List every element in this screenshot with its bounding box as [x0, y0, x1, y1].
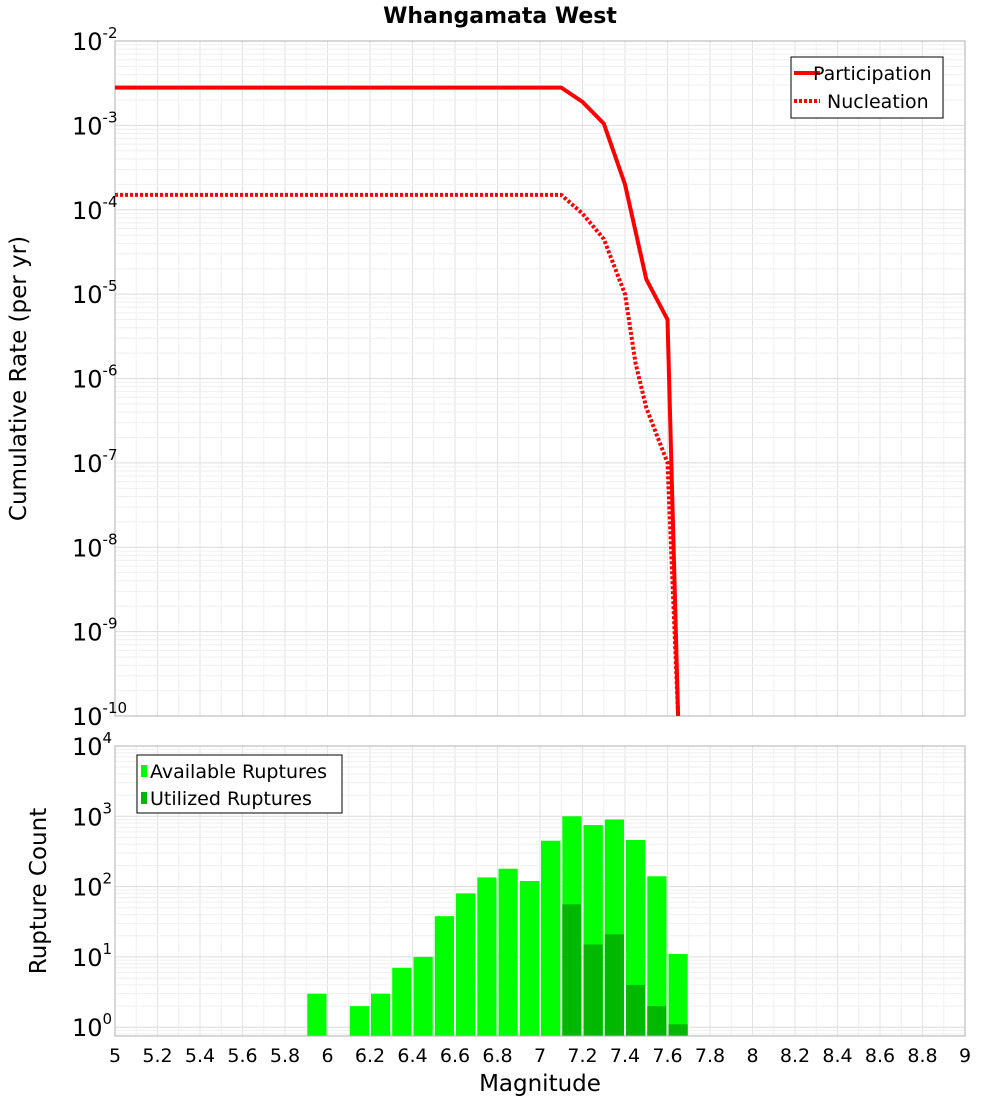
bar-utilized-ruptures: [604, 934, 624, 1036]
count-chart-y-tick-label: 102: [72, 870, 112, 902]
x-tick-label: 8.8: [907, 1045, 937, 1067]
x-tick-label: 5.4: [185, 1045, 215, 1067]
legend-swatch-available-ruptures: [141, 765, 147, 777]
x-tick-label: 6.8: [482, 1045, 512, 1067]
legend-label-nucleation: Nucleation: [827, 91, 929, 113]
count-chart-y-tick-label: 101: [72, 940, 112, 972]
legend-swatch-utilized-ruptures: [141, 792, 147, 804]
rate-chart-grid: [114, 40, 966, 717]
count-chart-y-tick-label: 100: [72, 1010, 112, 1042]
bar-utilized-ruptures: [668, 1024, 688, 1036]
bar-available-ruptures: [477, 877, 497, 1036]
legend-label-participation: Participation: [813, 63, 932, 85]
x-tick-label: 8.2: [780, 1045, 810, 1067]
rate-chart-y-tick-label: 10-2: [72, 24, 118, 56]
chart-title: Whangamata West: [383, 4, 617, 29]
rate-chart-y-tick-label: 10-10: [72, 699, 127, 731]
x-tick-label: 7.2: [567, 1045, 597, 1067]
bar-utilized-ruptures: [562, 904, 582, 1036]
x-tick-label: 5.2: [142, 1045, 172, 1067]
count-chart-y-tick-label: 104: [72, 729, 112, 761]
bar-available-ruptures: [647, 876, 667, 1036]
bar-available-ruptures: [413, 956, 433, 1036]
bar-available-ruptures: [541, 840, 561, 1036]
bar-available-ruptures: [307, 993, 327, 1036]
bar-utilized-ruptures: [626, 984, 646, 1036]
rate-chart-legend: Participation Nucleation: [790, 56, 944, 119]
bar-available-ruptures: [349, 1006, 369, 1036]
legend-label-available-ruptures: Available Ruptures: [150, 761, 327, 783]
x-tick-label: 8: [746, 1045, 758, 1067]
rate-chart-frame: [114, 40, 966, 717]
bar-available-ruptures: [519, 881, 540, 1036]
x-tick-label: 7.4: [610, 1045, 640, 1067]
x-tick-label: 6.2: [355, 1045, 385, 1067]
rate-chart-y-tick-label: 10-4: [72, 193, 118, 225]
rate-chart-y-tick-label: 10-7: [72, 446, 118, 478]
rate-chart-y-tick-label: 10-6: [72, 362, 118, 394]
bar-utilized-ruptures: [647, 1006, 667, 1036]
rate-chart-y-axis-label: Cumulative Rate (per yr): [6, 236, 32, 521]
x-tick-label: 8.6: [865, 1045, 895, 1067]
x-tick-label: 7.8: [695, 1045, 725, 1067]
count-chart-y-tick-labels: 100 101 102 103 104: [72, 729, 112, 1042]
rate-chart-y-tick-label: 10-3: [72, 108, 118, 140]
legend-label-utilized-ruptures: Utilized Ruptures: [150, 788, 312, 810]
x-tick-label: 5: [109, 1045, 121, 1067]
bar-available-ruptures: [371, 993, 391, 1036]
rate-chart-y-tick-labels: 10-10 10-9 10-8 10-7 10-6 10-5 10-4 10-3 10-2: [72, 24, 127, 731]
series-line-participation: [115, 85, 681, 716]
bar-available-ruptures: [668, 954, 688, 1036]
rate-chart-y-tick-label: 10-8: [72, 530, 118, 562]
count-chart-y-axis-label: Rupture Count: [26, 808, 52, 974]
x-tick-label: 5.6: [227, 1045, 257, 1067]
series-line-nucleation: [115, 192, 681, 716]
x-tick-label: 6.4: [397, 1045, 427, 1067]
x-tick-label: 7.6: [652, 1045, 682, 1067]
bar-available-ruptures: [456, 893, 476, 1036]
bar-available-ruptures: [498, 868, 518, 1036]
x-axis-label: Magnitude: [479, 1071, 601, 1097]
bar-utilized-ruptures: [583, 944, 603, 1036]
count-chart-legend-box: [136, 754, 343, 814]
x-tick-label: 6.6: [440, 1045, 470, 1067]
bar-group-utilized-ruptures: [562, 904, 688, 1036]
x-tick-label: 7: [534, 1045, 546, 1067]
rate-chart-legend-box: [790, 56, 944, 119]
bar-available-ruptures: [392, 967, 412, 1036]
rate-chart-y-tick-label: 10-9: [72, 615, 118, 647]
x-tick-label: 5.8: [270, 1045, 300, 1067]
x-tick-label: 8.4: [822, 1045, 852, 1067]
count-chart-frame: [114, 745, 966, 1037]
rate-chart-y-tick-label: 10-5: [72, 277, 118, 309]
x-tick-label: 9: [959, 1045, 971, 1067]
count-chart-legend: Available Ruptures Utilized Ruptures: [136, 754, 343, 814]
count-chart-y-tick-label: 103: [72, 799, 112, 831]
x-tick-labels: 5 5.2 5.4 5.6 5.8 6 6.2 6.4 6.6 6.8 7 7.2 7.4 7.6 7.8 8…: [109, 1045, 971, 1067]
x-tick-label: 6: [321, 1045, 333, 1067]
bar-available-ruptures: [434, 916, 454, 1036]
